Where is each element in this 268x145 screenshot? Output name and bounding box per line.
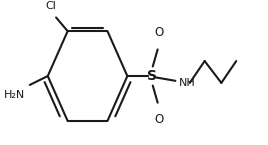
Text: S: S [147, 69, 157, 83]
Text: H₂N: H₂N [3, 90, 25, 100]
Text: O: O [155, 113, 164, 126]
Text: Cl: Cl [46, 1, 56, 11]
Text: O: O [155, 26, 164, 39]
Text: NH: NH [179, 78, 195, 88]
